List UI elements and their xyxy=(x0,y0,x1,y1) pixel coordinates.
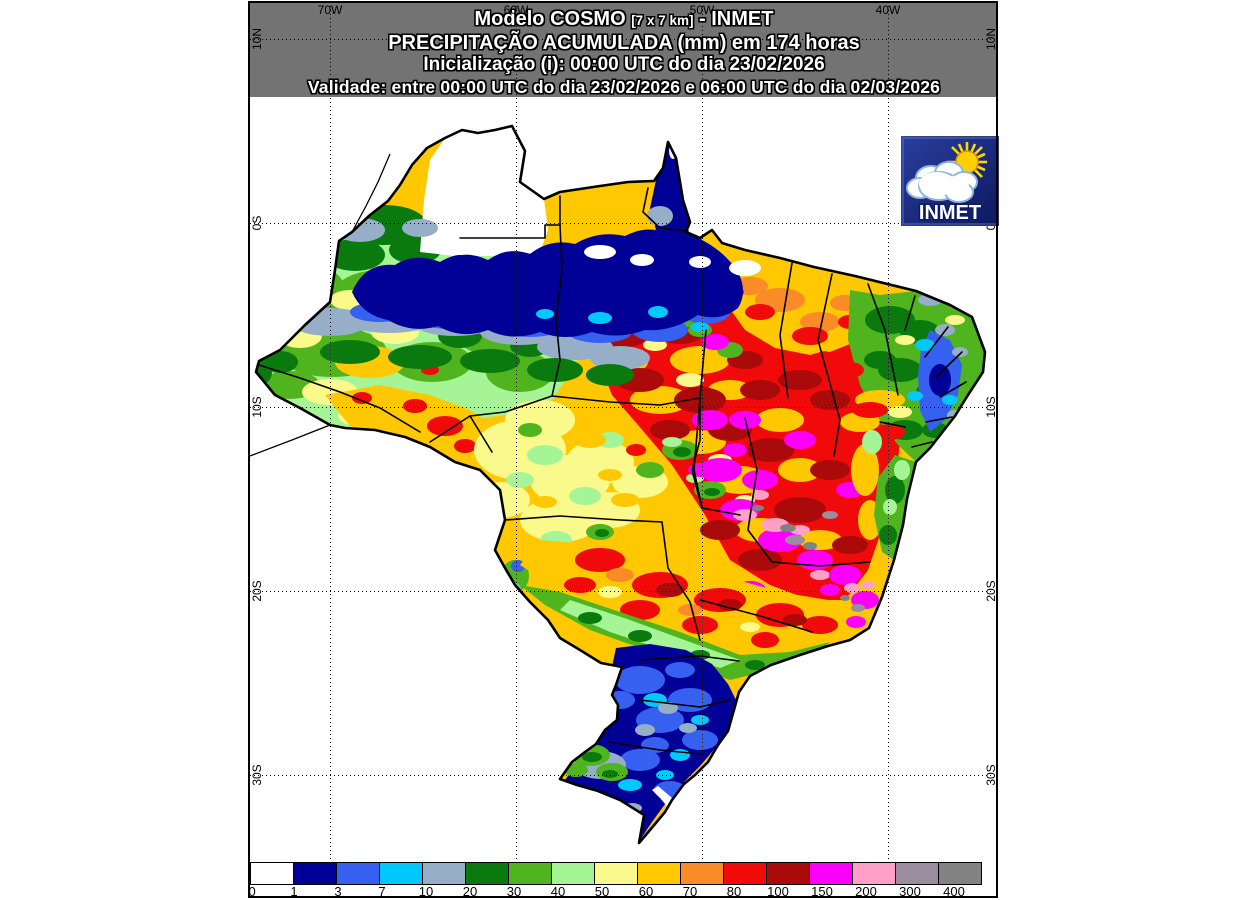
axis-label-latitude-left: 10S xyxy=(250,396,264,418)
axis-label-latitude-right: 10S xyxy=(984,396,998,418)
precipitation-shading xyxy=(256,126,985,843)
legend-value-label: 400 xyxy=(943,884,965,899)
legend-value-label: 150 xyxy=(811,884,833,899)
legend-color-cell xyxy=(336,862,380,885)
state-borders xyxy=(258,187,967,755)
axis-label-latitude-right: 10N xyxy=(984,27,998,51)
axis-label-longitude: 70W xyxy=(317,3,343,17)
legend-color-cell xyxy=(379,862,423,885)
neighbor-border-peru-bolivia xyxy=(250,424,331,457)
legend-color-cell xyxy=(723,862,767,885)
legend-color-cell xyxy=(551,862,595,885)
title-model-line: Modelo COSMO [7 x 7 km] - INMET xyxy=(474,8,774,30)
brazil-precipitation-map xyxy=(250,124,987,845)
gridline-latitude xyxy=(250,591,998,592)
gridline-latitude xyxy=(250,407,998,408)
legend-color-cell xyxy=(809,862,853,885)
legend-value-label: 3 xyxy=(334,884,342,899)
gridline-longitude xyxy=(330,2,331,862)
axis-label-latitude-right: 30S xyxy=(984,764,998,786)
axis-label-longitude: 60W xyxy=(503,3,529,17)
legend-value-label: 1 xyxy=(290,884,298,899)
gridline-longitude xyxy=(888,2,889,862)
inmet-logo: INMET xyxy=(900,135,1000,227)
legend-color-cell xyxy=(250,862,294,885)
legend-value-label: 10 xyxy=(418,884,434,899)
title-banner xyxy=(250,3,998,97)
legend-color-cell xyxy=(508,862,552,885)
legend-color-cell xyxy=(465,862,509,885)
title-init-line: Inicialização (i): 00:00 UTC do dia 23/0… xyxy=(423,54,825,75)
legend-value-label: 60 xyxy=(638,884,654,899)
axis-label-latitude-left: 30S xyxy=(250,764,264,786)
gridline-longitude xyxy=(516,2,517,862)
legend-value-label: 7 xyxy=(378,884,386,899)
axis-label-latitude-right: 20S xyxy=(984,580,998,602)
axis-label-longitude: 50W xyxy=(689,3,715,17)
title-variable-line: PRECIPITAÇÃO ACUMULADA (mm) em 174 horas xyxy=(388,32,860,54)
legend-value-label: 20 xyxy=(462,884,478,899)
axis-label-latitude-left: 10N xyxy=(250,27,264,51)
legend-color-cell xyxy=(680,862,724,885)
colorbar-legend xyxy=(250,862,998,885)
legend-color-cell xyxy=(938,862,982,885)
legend-value-label: 0 xyxy=(248,884,256,899)
legend-value-label: 70 xyxy=(682,884,698,899)
map-titles: Modelo COSMO [7 x 7 km] - INMET PRECIPIT… xyxy=(250,2,998,98)
legend-color-cell xyxy=(594,862,638,885)
brazil-outline xyxy=(254,124,987,845)
axis-label-latitude-left: 20S xyxy=(250,580,264,602)
gridline-latitude xyxy=(250,223,998,224)
legend-color-cell xyxy=(293,862,337,885)
gridline-latitude xyxy=(250,39,998,40)
gridline-longitude xyxy=(702,2,703,862)
legend-value-label: 100 xyxy=(767,884,789,899)
legend-color-cell xyxy=(895,862,939,885)
title-valid-line: Validade: entre 00:00 UTC do dia 23/02/2… xyxy=(307,77,941,97)
axis-label-longitude: 40W xyxy=(875,3,901,17)
legend-value-label: 30 xyxy=(506,884,522,899)
neighbor-border-colombia-venezuela xyxy=(351,153,391,233)
legend-value-label: 200 xyxy=(855,884,877,899)
legend-color-cell xyxy=(637,862,681,885)
legend-value-label: 300 xyxy=(899,884,921,899)
axis-label-latitude-left: 0S xyxy=(250,215,264,231)
legend-color-cell xyxy=(852,862,896,885)
legend-value-label: 40 xyxy=(550,884,566,899)
legend-color-cell xyxy=(422,862,466,885)
legend-value-label: 80 xyxy=(726,884,742,899)
legend-color-cell xyxy=(766,862,810,885)
gridline-latitude xyxy=(250,775,998,776)
inmet-logo-text: INMET xyxy=(919,202,981,224)
legend-value-label: 50 xyxy=(594,884,610,899)
